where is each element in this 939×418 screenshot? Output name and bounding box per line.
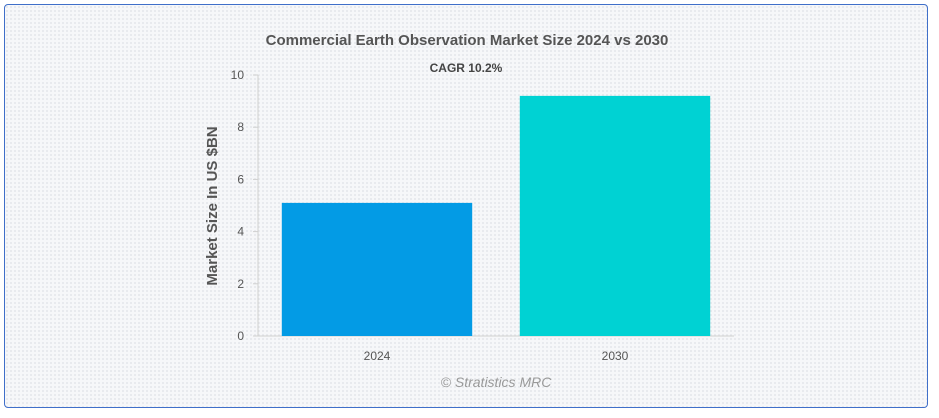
- y-ticks: 0 2 4 6 8 10: [231, 68, 258, 343]
- chart-subtitle: CAGR 10.2%: [430, 61, 503, 75]
- y-axis-label: Market Size In US $BN: [204, 126, 221, 285]
- y-tick-label: 4: [237, 225, 244, 239]
- bar-2030: [519, 95, 711, 336]
- chart-title: Commercial Earth Observation Market Size…: [266, 32, 669, 49]
- bars: [281, 95, 711, 336]
- credit-watermark: © Stratistics MRC: [441, 374, 553, 390]
- y-tick-label: 8: [237, 120, 244, 134]
- y-tick-label: 10: [231, 68, 245, 82]
- x-tick-label: 2024: [364, 349, 391, 363]
- x-ticks: 2024 2030: [364, 349, 629, 363]
- y-tick-label: 2: [237, 277, 244, 291]
- x-tick-label: 2030: [602, 349, 629, 363]
- y-tick-label: 0: [237, 329, 244, 343]
- y-tick-label: 6: [237, 172, 244, 186]
- bar-2024: [281, 202, 473, 336]
